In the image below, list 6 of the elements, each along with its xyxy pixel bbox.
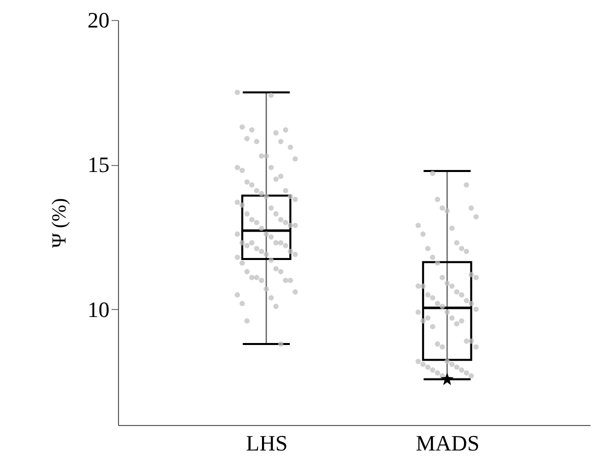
x-tick-label: MADS xyxy=(416,430,480,456)
y-tick-label: 20 xyxy=(88,8,110,32)
y-tick-label: 10 xyxy=(88,296,110,322)
y-tick-label: 15 xyxy=(88,152,110,178)
y-axis-title: Ψ (%) xyxy=(48,198,70,248)
x-tick-label: LHS xyxy=(246,430,288,456)
